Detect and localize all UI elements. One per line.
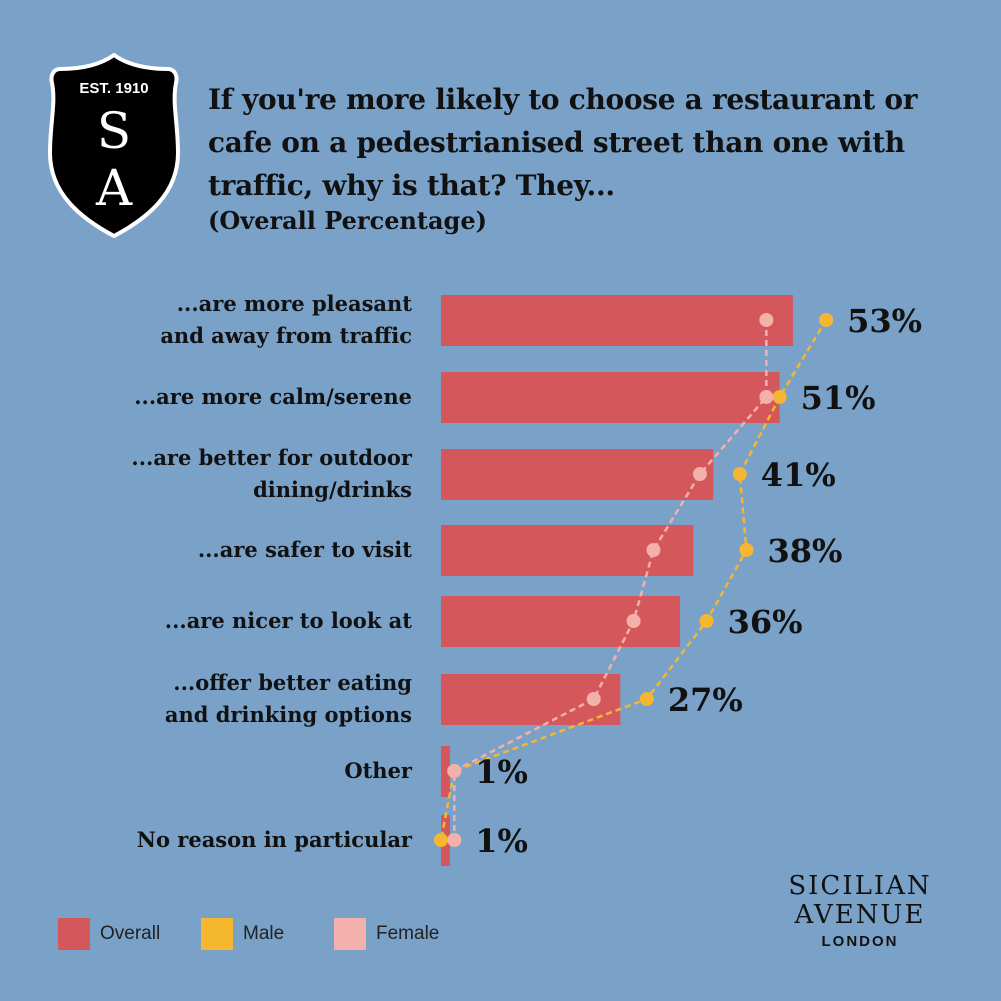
data-label: 1% xyxy=(475,753,528,791)
bar-overall xyxy=(441,372,780,423)
dot-female xyxy=(692,467,707,481)
dot-male xyxy=(772,390,787,404)
dot-male xyxy=(434,833,448,847)
brand-line1: SICILIAN xyxy=(788,871,932,901)
data-label: 36% xyxy=(728,603,803,641)
logo-est-text: EST. 1910 xyxy=(79,80,148,97)
dot-female xyxy=(447,833,462,847)
dot-female xyxy=(759,313,774,327)
sicilian-avenue-logo: EST. 1910 S A xyxy=(48,53,180,238)
category-label: ...are better for outdoor dining/drinks xyxy=(131,445,413,502)
dot-male xyxy=(699,614,714,628)
category-label: Other xyxy=(344,758,413,783)
legend-label: Female xyxy=(376,923,440,944)
data-label: 1% xyxy=(475,822,528,860)
category-label: No reason in particular xyxy=(137,827,413,852)
bar-overall xyxy=(441,295,793,346)
brand-wordmark: SICILIAN AVENUE LONDON xyxy=(780,871,940,951)
chart-title: If you're more likely to choose a restau… xyxy=(208,83,918,202)
bar-overall xyxy=(441,596,681,647)
legend-label: Overall xyxy=(100,923,161,944)
category-label: ...are safer to visit xyxy=(198,537,412,562)
dot-male xyxy=(639,692,654,706)
logo-letter-a: A xyxy=(95,159,133,217)
logo-letter-s: S xyxy=(97,102,131,160)
dot-male xyxy=(739,543,754,557)
dot-female xyxy=(586,692,601,706)
legend-label: Male xyxy=(243,923,285,944)
data-label: 41% xyxy=(761,456,836,494)
brand-line2: AVENUE xyxy=(794,900,926,930)
category-label: ...are more pleasant and away from traffi… xyxy=(160,291,412,348)
category-label: ...are more calm/serene xyxy=(134,384,412,409)
data-label: 38% xyxy=(767,532,842,570)
legend-swatch-male xyxy=(201,918,233,950)
bar-overall xyxy=(441,449,714,500)
dot-female xyxy=(626,614,641,628)
dot-male xyxy=(819,313,834,327)
data-label: 53% xyxy=(847,302,922,340)
dot-female xyxy=(447,764,462,778)
line-female xyxy=(453,320,768,840)
legend-swatch-overall xyxy=(58,918,90,950)
legend-item-female: Female xyxy=(334,918,439,950)
brand-line3: LONDON xyxy=(821,933,899,950)
legend-item-overall: Overall xyxy=(58,918,160,950)
data-label: 51% xyxy=(801,379,876,417)
dot-male xyxy=(732,467,747,481)
line-male xyxy=(439,319,828,841)
data-label: 27% xyxy=(668,681,743,719)
chart-subtitle: (Overall Percentage) xyxy=(208,206,487,235)
category-label: ...offer better eating and drinking optio… xyxy=(165,670,412,727)
legend-item-male: Male xyxy=(201,918,284,950)
category-label: ...are nicer to look at xyxy=(165,608,413,633)
dot-female xyxy=(759,390,774,404)
bar-overall xyxy=(441,746,450,797)
dot-female xyxy=(646,543,661,557)
legend-swatch-female xyxy=(334,918,366,950)
